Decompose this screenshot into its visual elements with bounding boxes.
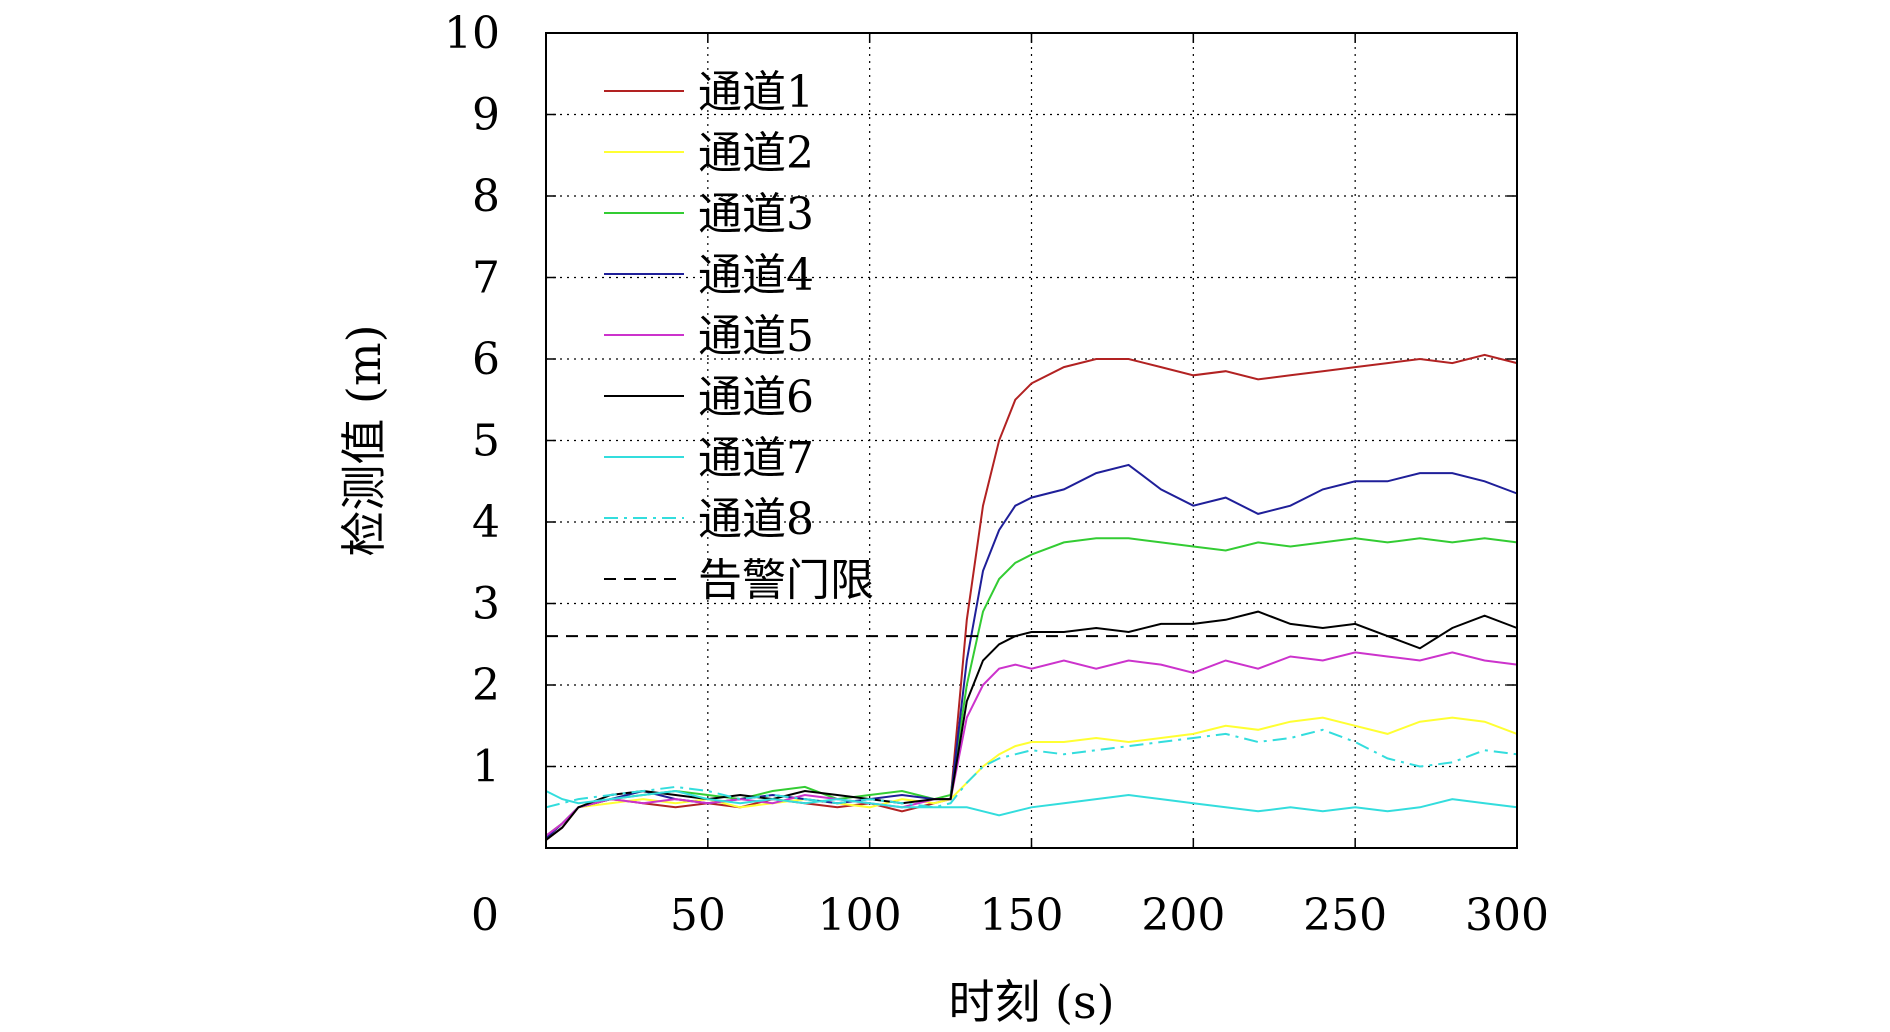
origin-label: 0 (471, 890, 499, 941)
series-lines (545, 353, 1518, 841)
y-tick-label: 4 (472, 497, 500, 548)
y-tick-label: 8 (472, 171, 500, 222)
legend: 通道1 通道2 通道3 通道4 通道5 通道6 通道7 通道8 告警门限 (604, 67, 874, 606)
x-tick-label: 250 (1303, 890, 1387, 941)
grid (546, 32, 1518, 848)
x-axis-title: 时刻 (s) (948, 975, 1114, 1029)
series-line-6 (545, 610, 1518, 841)
x-tick-label: 200 (1141, 890, 1225, 941)
y-tick-label: 1 (472, 742, 500, 793)
y-tick-label: 5 (472, 416, 500, 467)
series-line-3 (545, 537, 1518, 837)
legend-label: 通道8 (698, 494, 814, 545)
series-line-5 (545, 651, 1518, 837)
x-tick-label: 100 (818, 890, 902, 941)
x-tick-label: 300 (1465, 890, 1549, 941)
y-tick-label: 9 (472, 90, 500, 141)
y-tick-label: 10 (444, 8, 500, 59)
legend-label: 通道5 (698, 311, 814, 362)
y-tick-label: 3 (472, 579, 500, 630)
legend-label: 通道2 (698, 128, 814, 179)
series-line-8 (545, 728, 1518, 809)
legend-label: 通道1 (698, 67, 814, 118)
y-axis-title: 检测值 (m) (337, 324, 391, 556)
legend-label: 通道4 (698, 250, 814, 301)
y-tick-label: 7 (472, 253, 500, 304)
y-axis-ticks: 1 2 3 4 5 6 7 8 9 10 (444, 8, 1517, 793)
legend-label: 通道3 (698, 189, 814, 240)
series-line-1 (545, 353, 1518, 841)
x-axis-ticks: 50 100 150 200 250 300 (670, 33, 1549, 941)
y-tick-label: 6 (472, 334, 500, 385)
y-tick-label: 2 (472, 660, 500, 711)
series-line-2 (545, 716, 1518, 837)
legend-label: 通道7 (698, 433, 814, 484)
legend-label: 通道6 (698, 372, 814, 423)
x-tick-label: 50 (670, 890, 726, 941)
x-tick-label: 150 (980, 890, 1064, 941)
legend-label: 告警门限 (698, 555, 874, 606)
series-line-7 (545, 789, 1518, 817)
